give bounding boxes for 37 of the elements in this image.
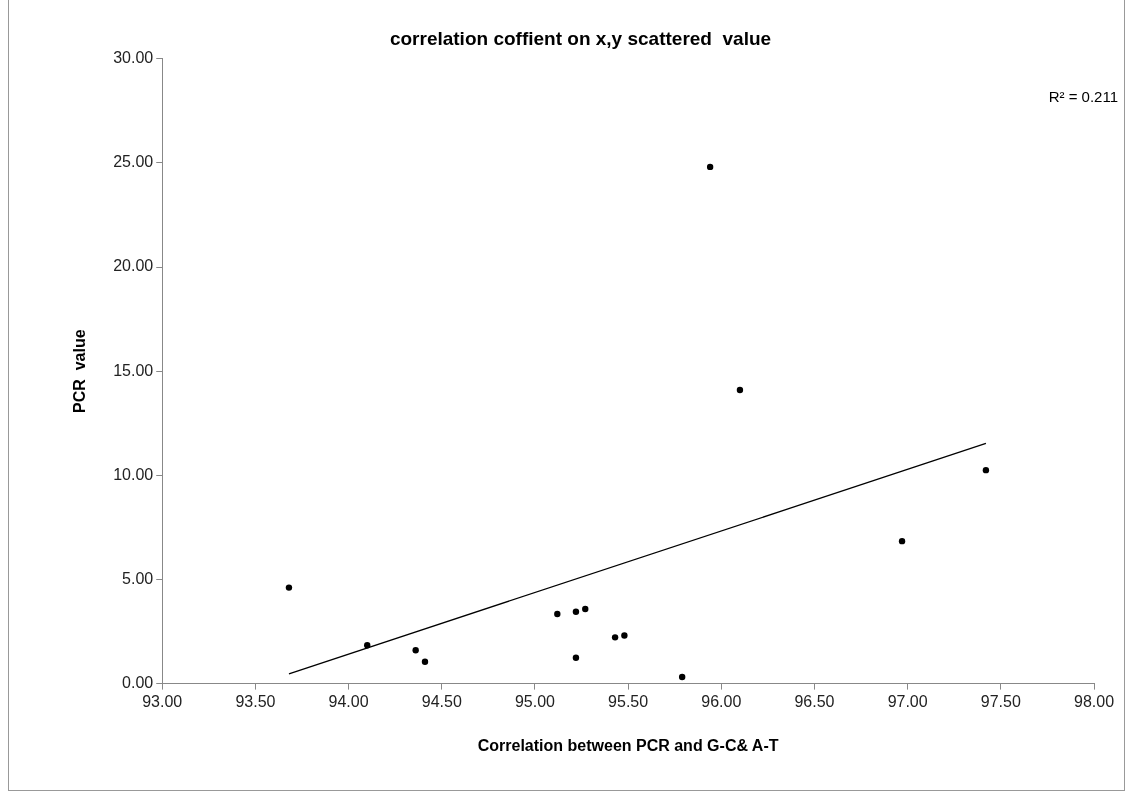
point (611, 634, 619, 641)
point (421, 658, 429, 665)
point (572, 654, 580, 661)
point (364, 642, 371, 649)
y-tick-label: 10.00 (113, 465, 154, 483)
point (572, 608, 580, 615)
point (706, 163, 714, 171)
annotation: R² = 0.211 (1048, 88, 1118, 106)
x-tick-label: 93.50 (235, 692, 276, 710)
y-tick-label: 0.00 (122, 674, 154, 692)
point (582, 605, 589, 613)
point (621, 632, 628, 639)
point (982, 466, 990, 474)
x-tick-label: 94.50 (421, 692, 462, 710)
y-tick-label: 20.00 (113, 257, 154, 275)
x-axis-title: Correlation between PCR and G-C& A-T (477, 736, 779, 754)
chart-title: correlation coffient on x,y scattered value (389, 27, 772, 49)
point (285, 584, 293, 591)
x-tick-label: 97.50 (980, 692, 1021, 710)
y-tick-label: 5.00 (122, 569, 154, 587)
x-tick-label: 94.00 (328, 692, 369, 710)
x-tick-label: 93.00 (142, 692, 183, 710)
x-tick-label: 98.00 (1073, 692, 1115, 710)
point (678, 673, 686, 681)
x-tick-label: 95.50 (608, 692, 649, 710)
x-tick-label: 95.00 (514, 692, 556, 710)
point (554, 610, 561, 618)
y-tick-label: 25.00 (113, 153, 154, 171)
point (412, 647, 419, 654)
y-tick-label: 30.00 (113, 49, 154, 67)
point (736, 386, 744, 394)
y-tick-label: 15.00 (113, 361, 154, 379)
x-tick-label: 96.50 (794, 692, 835, 710)
y-axis-title: PCR value (71, 329, 89, 413)
point (898, 537, 906, 545)
x-tick-label: 96.00 (701, 692, 742, 710)
x-tick-label: 97.00 (887, 692, 928, 710)
